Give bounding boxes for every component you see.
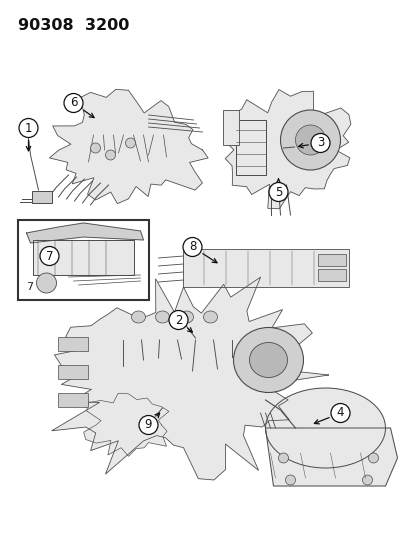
Polygon shape bbox=[223, 90, 350, 209]
Circle shape bbox=[169, 311, 188, 329]
Circle shape bbox=[268, 182, 287, 201]
Circle shape bbox=[310, 133, 329, 152]
Bar bbox=[222, 110, 238, 145]
Circle shape bbox=[125, 138, 135, 148]
Bar bbox=[33, 191, 52, 203]
Text: 3: 3 bbox=[316, 136, 323, 149]
Circle shape bbox=[139, 416, 158, 434]
Text: 7: 7 bbox=[26, 282, 33, 292]
Bar bbox=[317, 269, 345, 281]
Bar bbox=[19, 220, 148, 300]
Text: 90308  3200: 90308 3200 bbox=[19, 18, 130, 33]
Text: 8: 8 bbox=[188, 240, 196, 254]
Bar bbox=[235, 120, 265, 175]
Text: 6: 6 bbox=[69, 96, 77, 109]
Text: 7: 7 bbox=[46, 249, 53, 262]
Polygon shape bbox=[265, 388, 385, 428]
Circle shape bbox=[330, 403, 349, 423]
Polygon shape bbox=[265, 428, 396, 486]
Bar bbox=[317, 254, 345, 266]
Circle shape bbox=[362, 475, 372, 485]
Bar bbox=[33, 240, 133, 275]
Circle shape bbox=[278, 453, 288, 463]
Bar bbox=[183, 249, 348, 287]
Ellipse shape bbox=[155, 311, 169, 323]
Ellipse shape bbox=[233, 327, 303, 392]
Ellipse shape bbox=[131, 311, 145, 323]
Bar bbox=[58, 337, 88, 351]
Circle shape bbox=[368, 453, 377, 463]
Circle shape bbox=[105, 150, 115, 160]
Text: 5: 5 bbox=[274, 185, 282, 198]
Circle shape bbox=[285, 475, 295, 485]
Bar bbox=[58, 393, 88, 407]
Polygon shape bbox=[26, 223, 143, 243]
Polygon shape bbox=[52, 277, 328, 480]
Text: 4: 4 bbox=[336, 407, 344, 419]
Circle shape bbox=[295, 125, 325, 155]
Circle shape bbox=[36, 273, 56, 293]
Circle shape bbox=[90, 143, 100, 153]
Circle shape bbox=[183, 238, 202, 256]
Ellipse shape bbox=[249, 343, 287, 377]
Ellipse shape bbox=[203, 311, 217, 323]
Polygon shape bbox=[50, 90, 208, 204]
Polygon shape bbox=[83, 393, 169, 456]
Ellipse shape bbox=[179, 311, 193, 323]
Circle shape bbox=[40, 246, 59, 265]
Circle shape bbox=[280, 110, 339, 170]
Circle shape bbox=[19, 118, 38, 138]
Circle shape bbox=[64, 93, 83, 112]
Bar bbox=[58, 365, 88, 379]
Text: 9: 9 bbox=[145, 418, 152, 432]
Text: 2: 2 bbox=[174, 313, 182, 327]
Text: 1: 1 bbox=[25, 122, 32, 134]
